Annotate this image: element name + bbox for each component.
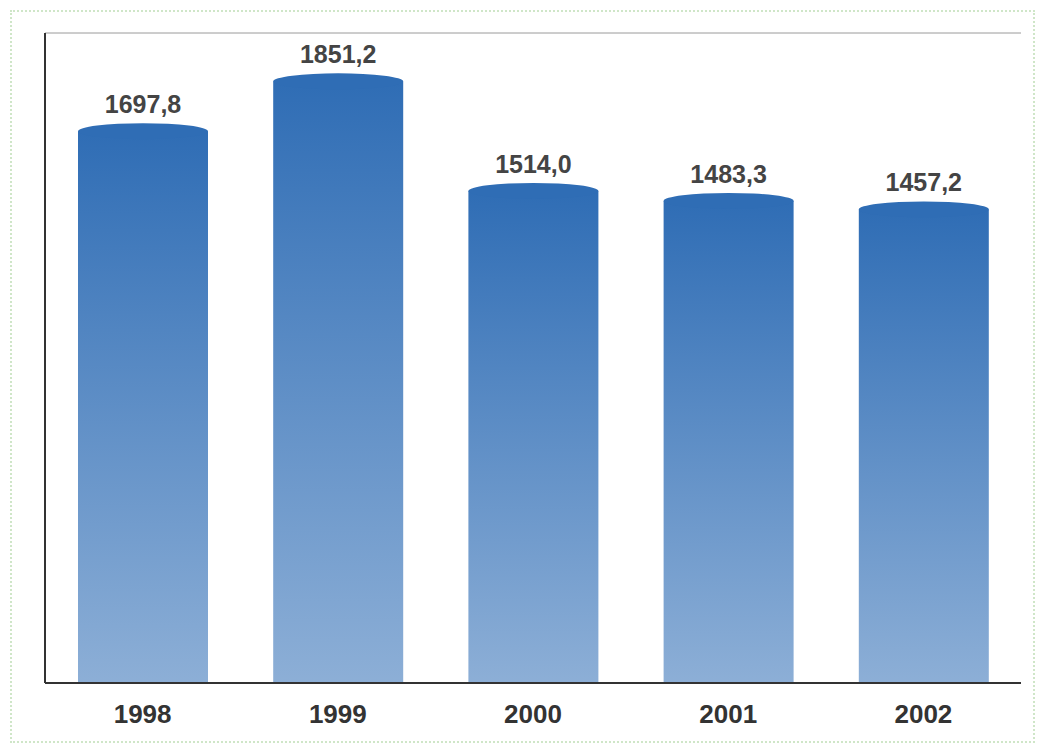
- svg-text:1998: 1998: [114, 699, 172, 729]
- svg-text:1457,2: 1457,2: [886, 168, 962, 196]
- svg-text:1514,0: 1514,0: [495, 150, 571, 178]
- svg-text:1697,8: 1697,8: [105, 90, 182, 118]
- svg-text:2001: 2001: [699, 699, 757, 729]
- svg-text:2000: 2000: [504, 699, 562, 729]
- svg-text:1851,2: 1851,2: [300, 40, 376, 68]
- svg-text:1999: 1999: [309, 699, 367, 729]
- svg-text:2002: 2002: [894, 699, 952, 729]
- svg-text:1483,3: 1483,3: [690, 160, 766, 188]
